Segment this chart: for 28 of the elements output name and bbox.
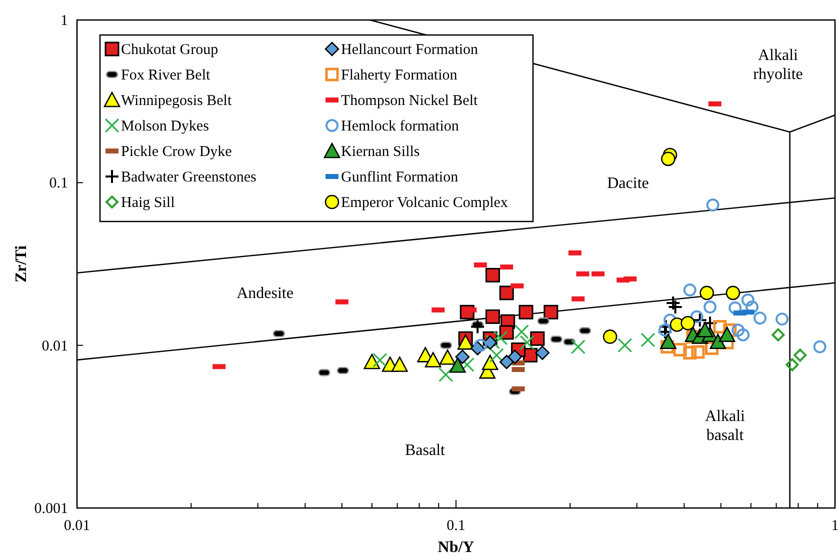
legend-label: Flaherty Formation [341, 68, 458, 84]
y-tick-label: 0.1 [49, 176, 68, 192]
y-tick-label: 0.001 [34, 501, 68, 517]
x-tick-label: 0.1 [446, 518, 466, 534]
x-tick-label: 1 [831, 518, 839, 534]
legend-label: Pickle Crow Dyke [121, 144, 232, 160]
y-axis-title: Zr/Ti [13, 244, 30, 283]
y-tick-label: 0.01 [42, 338, 68, 354]
legend-label: Hemlock formation [341, 118, 460, 134]
legend-label: Hellancourt Formation [341, 42, 479, 58]
legend-label: Emperor Volcanic Complex [341, 195, 508, 211]
x-axis-title: Nb/Y [438, 539, 475, 556]
legend-label: Haig Sill [121, 195, 175, 211]
legend-label: Fox River Belt [121, 68, 211, 84]
legend-label: Molson Dykes [121, 118, 210, 134]
annotation: Alkali rhyolite [753, 47, 803, 83]
legend-label: Thompson Nickel Belt [341, 93, 478, 109]
annotation: Dacite [607, 175, 649, 192]
annotation: Basalt [405, 442, 446, 459]
y-tick-label: 1 [60, 13, 68, 29]
x-tick-label: 0.01 [64, 518, 90, 534]
legend-label: Winnipegosis Belt [121, 93, 232, 109]
legend-label: Gunflint Formation [341, 170, 459, 186]
legend-label: Badwater Greenstones [121, 170, 257, 186]
annotation: Alkali basalt [705, 408, 746, 444]
legend-label: Kiernan Sills [341, 144, 420, 160]
legend-label: Chukotat Group [121, 42, 218, 58]
annotation: Andesite [236, 285, 294, 302]
